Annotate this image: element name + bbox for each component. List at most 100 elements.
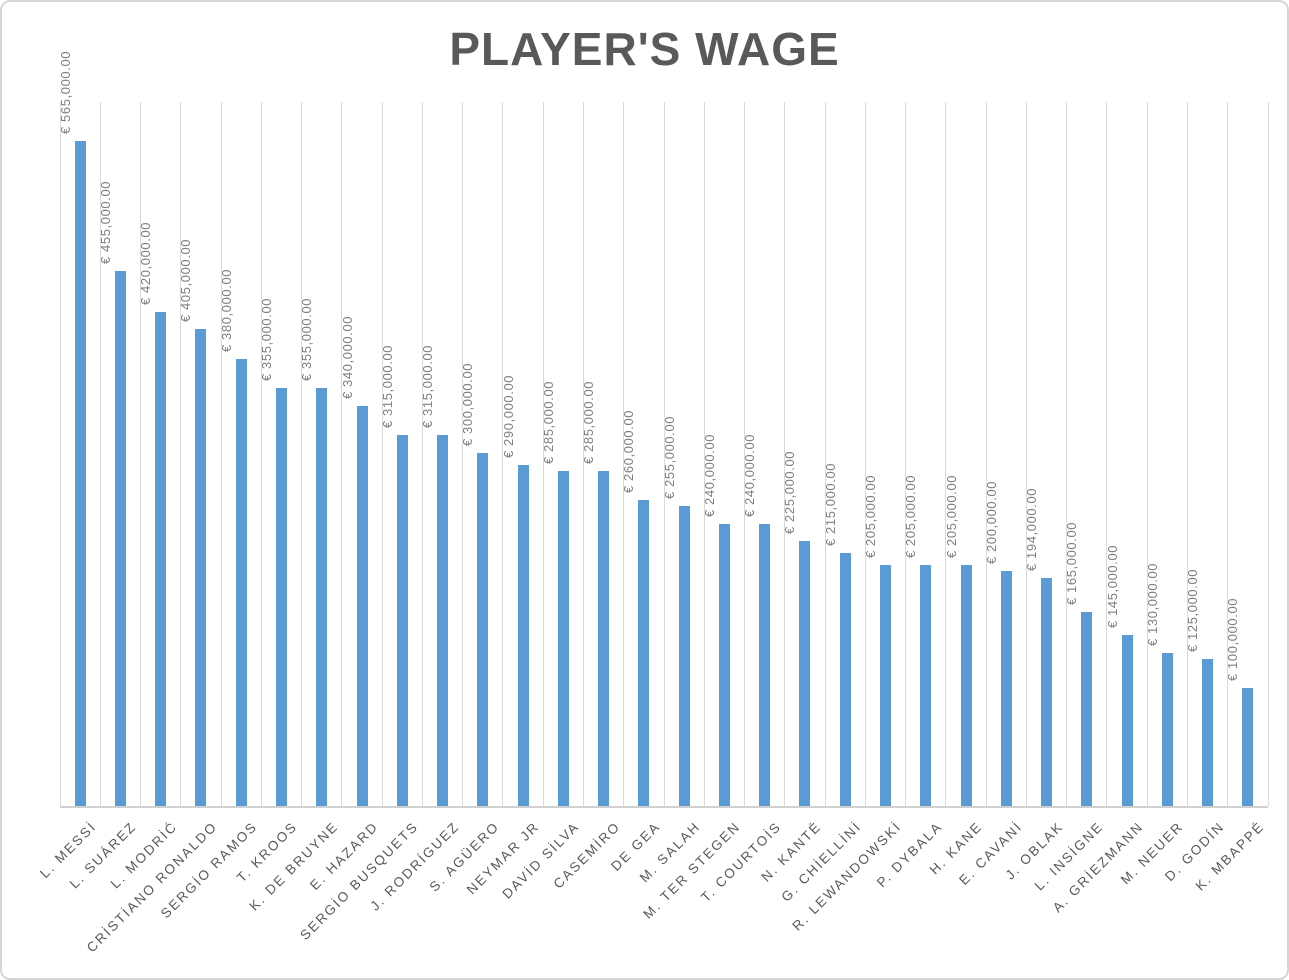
bar-value-label: € 145,000.00: [1104, 545, 1120, 629]
plot-area: € 565,000.00 € 455,000.00 € 420,000.00 € 40…: [58, 51, 1269, 808]
category-label: SERGİO RAMOS: [158, 818, 261, 922]
category-label: M. TER STEGEN: [640, 818, 744, 922]
vertical-gridline: [140, 102, 142, 806]
vertical-gridline: [341, 102, 343, 806]
vertical-gridline: [663, 102, 665, 806]
bar: [235, 358, 247, 806]
category-label: G. CHİELLİNİ: [778, 818, 865, 905]
bar: [598, 470, 610, 806]
vertical-gridline: [301, 102, 303, 806]
bar-value-label: € 355,000.00: [299, 298, 315, 382]
bar: [275, 388, 287, 806]
vertical-gridline: [462, 102, 464, 806]
bar: [920, 564, 932, 806]
bar: [1202, 658, 1214, 806]
vertical-gridline: [421, 102, 423, 806]
vertical-gridline: [1025, 102, 1027, 806]
category-label: M. NEUER: [1118, 818, 1187, 888]
bar-value-label: € 455,000.00: [97, 180, 113, 264]
bar-value-label: € 315,000.00: [420, 345, 436, 429]
bar-value-label: € 205,000.00: [862, 474, 878, 558]
bar-value-label: € 405,000.00: [178, 239, 194, 323]
category-label: R. LEWANDOWSKİ: [789, 818, 905, 934]
category-label: J. RODRÍGUEZ: [366, 818, 462, 914]
vertical-gridline: [1186, 102, 1188, 806]
category-label: M. SALAH: [636, 818, 704, 886]
bar-value-label: € 225,000.00: [782, 451, 798, 535]
bar: [74, 141, 86, 806]
category-label: N. KANTÉ: [758, 818, 825, 885]
category-label: K. MBAPPÉ: [1192, 818, 1268, 894]
bar-value-label: € 565,000.00: [57, 51, 73, 135]
bar-value-label: € 300,000.00: [460, 362, 476, 446]
vertical-gridline: [381, 102, 383, 806]
vertical-gridline: [1227, 102, 1229, 806]
vertical-gridline: [623, 102, 625, 806]
vertical-gridline: [1066, 102, 1068, 806]
vertical-gridline: [582, 102, 584, 806]
category-label: CRİSTİANO RONALDO: [83, 818, 221, 956]
bar: [356, 405, 368, 806]
chart-title: PLAYER'S WAGE: [449, 23, 840, 75]
category-label: L. INSİGNE: [1031, 818, 1107, 894]
bar: [960, 564, 972, 806]
bar-value-label: € 285,000.00: [540, 380, 556, 464]
bar: [1161, 653, 1173, 806]
bar: [1041, 577, 1053, 806]
bar-value-label: € 240,000.00: [742, 433, 758, 517]
vertical-gridline: [864, 102, 866, 806]
category-label: D. GODÍN: [1161, 818, 1227, 885]
category-label: CASEMİRO: [550, 818, 623, 892]
vertical-gridline: [59, 102, 61, 806]
bar-value-label: € 194,000.00: [1024, 487, 1040, 571]
category-label: E. HAZARD: [307, 818, 382, 893]
bar: [759, 523, 771, 806]
bar: [839, 553, 851, 806]
category-label: E. CAVANİ: [956, 818, 1026, 888]
bar: [316, 388, 328, 806]
bar-value-label: € 340,000.00: [339, 315, 355, 399]
bar-value-label: € 255,000.00: [661, 415, 677, 499]
category-label: H. KANE: [926, 818, 986, 878]
bar: [557, 470, 569, 806]
bar-value-label: € 130,000.00: [1144, 562, 1160, 647]
bar: [718, 523, 730, 806]
category-label: K. DE BRUYNE: [246, 818, 342, 914]
category-label: A. GRİEZMANN: [1049, 818, 1147, 916]
vertical-gridline: [945, 102, 947, 806]
vertical-gridline: [220, 102, 222, 806]
vertical-gridline: [1146, 102, 1148, 806]
bar-value-label: € 420,000.00: [138, 221, 154, 305]
vertical-gridline: [542, 102, 544, 806]
category-label: T. KROOS: [234, 818, 301, 886]
category-label: SERGİO BUSQUETS: [297, 818, 422, 943]
vertical-gridline: [744, 102, 746, 806]
vertical-gridline: [1106, 102, 1108, 806]
bar-value-label: € 100,000.00: [1225, 598, 1241, 682]
bar: [638, 500, 650, 806]
bar-value-label: € 260,000.00: [621, 409, 637, 494]
vertical-gridline: [985, 102, 987, 806]
bar: [799, 541, 811, 806]
bar-value-label: € 290,000.00: [500, 374, 516, 458]
bar: [1000, 570, 1012, 806]
bar: [477, 453, 489, 806]
vertical-gridline: [502, 102, 504, 806]
category-label: L. MESSİ: [37, 818, 100, 881]
category-label: T. COURTOİS: [697, 818, 784, 905]
vertical-gridline: [180, 102, 182, 806]
category-label: DE GEA: [608, 818, 664, 874]
bar-value-label: € 315,000.00: [379, 345, 395, 429]
bar-value-label: € 205,000.00: [943, 474, 959, 558]
bar: [517, 464, 529, 806]
vertical-gridline: [784, 102, 786, 806]
bar-value-label: € 240,000.00: [701, 433, 717, 517]
vertical-gridline: [824, 102, 826, 806]
bar: [195, 329, 207, 806]
vertical-gridline: [905, 102, 907, 806]
bar-value-label: € 380,000.00: [218, 268, 234, 352]
bar: [114, 270, 126, 806]
bar: [678, 505, 690, 806]
bar: [155, 311, 167, 806]
